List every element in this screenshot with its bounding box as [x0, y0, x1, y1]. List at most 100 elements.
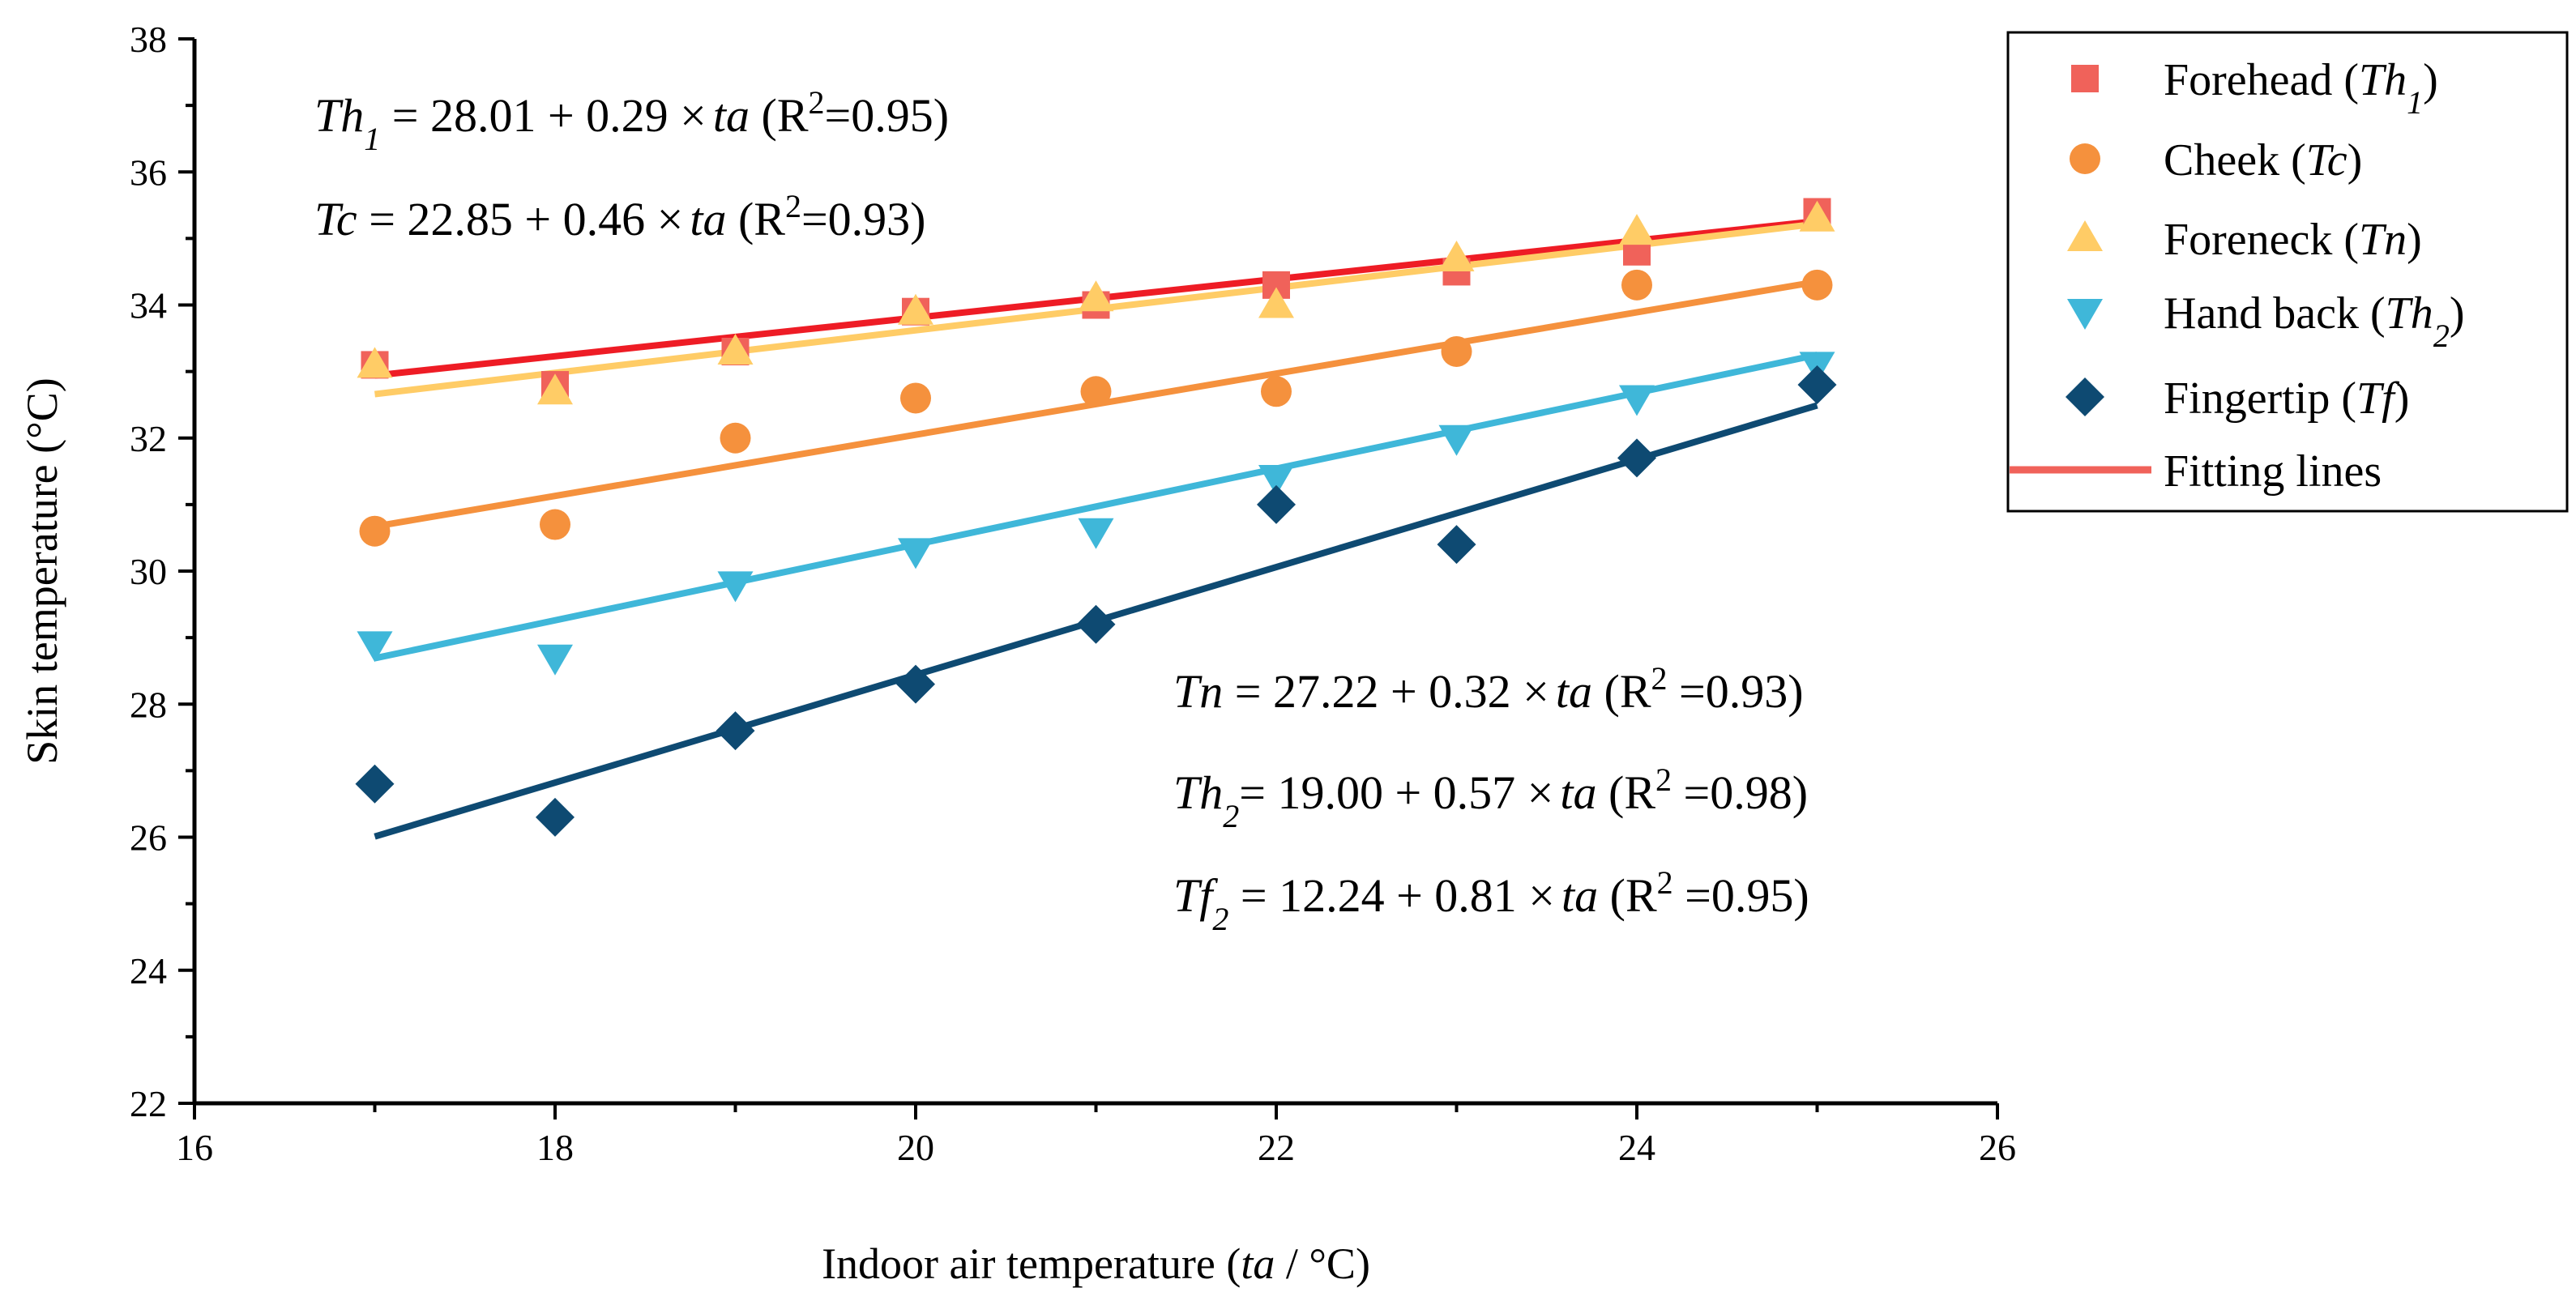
equation-label: Th2= 19.00 + 0.57 × ta (R2 =0.98) — [1173, 761, 1808, 834]
legend-label: Hand back (Th2) — [2164, 288, 2464, 354]
data-point — [1441, 335, 1472, 367]
data-point — [1619, 385, 1655, 416]
legend-label: Foreneck (Tn) — [2164, 215, 2422, 265]
y-tick-label: 22 — [130, 1083, 167, 1124]
equation-r2: (R — [726, 193, 785, 245]
legend-label-text: Foreneck ( — [2164, 215, 2359, 265]
legend: Forehead (Th1)Cheek (Tc)Foreneck (Tn)Han… — [2006, 31, 2569, 513]
equation-ta: ta — [1556, 665, 1592, 718]
y-tick-label: 36 — [130, 151, 167, 193]
equation-r2-superscript: 2 — [1657, 864, 1673, 901]
equation-body: = 12.24 + 0.81 × — [1228, 869, 1555, 922]
x-tick-label: 22 — [1258, 1127, 1295, 1168]
equation-body: = 28.01 + 0.29 × — [380, 89, 707, 142]
data-point — [1438, 241, 1475, 272]
equation-ta: ta — [713, 89, 750, 142]
y-tick-label: 38 — [130, 19, 167, 60]
data-point — [1799, 200, 1835, 232]
data-point — [1257, 484, 1296, 524]
equation-r2: (R — [1592, 665, 1651, 718]
data-point — [1617, 438, 1656, 478]
legend-label-text: Cheek ( — [2164, 135, 2306, 186]
y-tick-label: 24 — [130, 950, 167, 992]
data-point — [898, 538, 933, 569]
equation-body: = 22.85 + 0.46 × — [357, 193, 684, 245]
equation-ta: ta — [1560, 766, 1596, 819]
data-point — [1080, 376, 1112, 407]
legend-label-close: ) — [2394, 373, 2410, 424]
y-axis-title: Skin temperature (°C) — [18, 377, 66, 764]
legend-marker — [2070, 143, 2100, 174]
data-point — [1078, 518, 1114, 549]
data-point — [720, 422, 751, 454]
legend-label-text: Fingertip ( — [2164, 373, 2356, 424]
legend-label-close: ) — [2450, 288, 2465, 339]
equation-r2-value: =0.93) — [801, 193, 926, 245]
data-point — [1801, 269, 1833, 301]
data-point — [1261, 376, 1292, 407]
y-tick-label: 26 — [130, 817, 167, 859]
equation-r2-superscript: 2 — [809, 84, 825, 121]
data-point — [537, 644, 573, 676]
equation-label: Tf2 = 12.24 + 0.81 × ta (R2 =0.95) — [1173, 864, 1809, 937]
equation-r2: (R — [750, 89, 809, 142]
legend-marker — [2071, 65, 2099, 92]
legend-label-var: Th — [2359, 55, 2407, 105]
x-axis-title: Indoor air temperature (ta / °C) — [822, 1239, 1370, 1288]
data-point — [717, 333, 754, 365]
legend-label: Fitting lines — [2164, 446, 2382, 497]
regression-equations: Th1 = 28.01 + 0.29 × ta (R2=0.95)Tc = 22.… — [314, 84, 1809, 937]
equation-body: = 19.00 + 0.57 × — [1239, 766, 1553, 819]
legend-marker — [2065, 377, 2104, 416]
y-tick-label: 28 — [130, 684, 167, 725]
data-point — [1258, 287, 1294, 318]
equation-variable: Tf — [1173, 869, 1218, 922]
data-point — [1078, 280, 1114, 312]
equation-variable: Tc — [314, 193, 357, 245]
data-point — [540, 509, 570, 540]
data-point — [357, 347, 393, 378]
legend-marker — [2067, 220, 2103, 251]
legend-label-subscript: 1 — [2407, 84, 2423, 121]
data-point — [717, 571, 754, 603]
x-tick-label: 20 — [897, 1127, 934, 1168]
data-point — [1619, 214, 1655, 245]
data-points — [355, 198, 1837, 837]
equation-variable: Th — [1173, 766, 1223, 819]
x-axis-title-var: ta — [1241, 1239, 1275, 1288]
equation-ta: ta — [690, 193, 726, 245]
equation-body: = 27.22 + 0.32 × — [1223, 665, 1549, 718]
fit-line — [374, 352, 1818, 662]
equation-r2-value: =0.95) — [1673, 869, 1809, 922]
equation-subscript: 2 — [1223, 798, 1239, 834]
data-point — [1438, 424, 1475, 456]
data-point — [896, 664, 935, 704]
data-point — [1797, 365, 1837, 405]
equation-r2: (R — [1598, 869, 1657, 922]
equation-ta: ta — [1561, 869, 1598, 922]
y-tick-label: 30 — [130, 551, 167, 592]
equation-label: Th1 = 28.01 + 0.29 × ta (R2=0.95) — [314, 84, 949, 157]
legend-label-var: Th — [2386, 288, 2433, 339]
data-point — [900, 382, 931, 414]
data-point — [357, 631, 393, 663]
legend-label-close: ) — [2423, 55, 2438, 105]
legend-label-text: Forehead ( — [2164, 55, 2359, 105]
equation-variable: Tn — [1173, 665, 1223, 718]
equation-r2-value: =0.93) — [1668, 665, 1804, 718]
x-tick-label: 24 — [1618, 1127, 1655, 1168]
legend-label-text: Hand back ( — [2164, 288, 2386, 339]
y-tick-label: 34 — [130, 285, 167, 326]
x-tick-label: 18 — [536, 1127, 574, 1168]
equation-r2-value: =0.98) — [1672, 766, 1808, 819]
legend-label-close: ) — [2347, 135, 2363, 186]
x-tick-label: 26 — [1979, 1127, 2016, 1168]
data-point — [1258, 465, 1294, 497]
equation-label: Tc = 22.85 + 0.46 × ta (R2=0.93) — [314, 188, 925, 246]
equation-r2-superscript: 2 — [1655, 761, 1672, 798]
legend-label: Fingertip (Tf) — [2164, 373, 2409, 424]
legend-label: Cheek (Tc) — [2164, 135, 2362, 186]
equation-subscript: 1 — [364, 121, 380, 157]
